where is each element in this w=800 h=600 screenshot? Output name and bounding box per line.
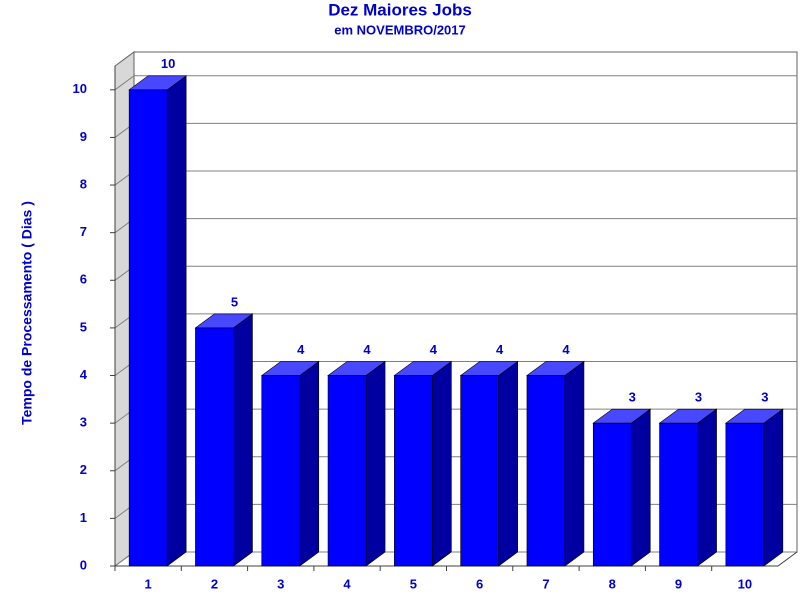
value-label: 4 <box>496 342 504 357</box>
x-tick-label: 3 <box>277 576 284 591</box>
bar-side <box>432 360 452 567</box>
bar <box>460 375 499 567</box>
bar <box>526 375 566 567</box>
y-tick-label: 6 <box>80 272 87 287</box>
bar-side <box>299 360 320 567</box>
bar <box>725 422 765 567</box>
y-tick-label: 0 <box>80 557 87 572</box>
y-axis-label: Tempo de Processamento ( Dias ) <box>19 201 35 425</box>
x-tick-label: 2 <box>211 576 218 591</box>
x-tick-label: 1 <box>145 576 152 591</box>
bar <box>592 422 632 567</box>
y-tick-label: 5 <box>80 319 87 334</box>
value-label: 4 <box>297 342 305 357</box>
chart-title: Dez Maiores Jobs <box>328 0 472 19</box>
grid-line <box>114 75 135 91</box>
value-label: 4 <box>562 342 570 357</box>
chart-subtitle: em NOVEMBRO/2017 <box>334 22 466 37</box>
bar-side <box>166 75 187 567</box>
bar-side <box>630 408 651 567</box>
bar-side <box>365 360 386 567</box>
bar <box>394 375 433 567</box>
value-label: 5 <box>231 294 238 309</box>
x-tick-label: 4 <box>343 576 351 591</box>
value-label: 3 <box>695 390 702 405</box>
bar <box>195 327 234 567</box>
value-label: 10 <box>161 56 175 71</box>
x-tick-label: 5 <box>410 576 417 591</box>
value-label: 4 <box>363 342 371 357</box>
value-label: 3 <box>629 390 636 405</box>
bar <box>261 375 301 567</box>
value-label: 4 <box>430 342 438 357</box>
y-tick-label: 1 <box>80 510 87 525</box>
bar <box>128 89 168 567</box>
bar-side <box>697 408 717 567</box>
y-tick-label: 2 <box>80 462 87 477</box>
bar <box>659 422 698 567</box>
value-label: 3 <box>761 390 768 405</box>
bar-side <box>763 408 784 567</box>
y-tick-label: 8 <box>80 176 87 191</box>
bar <box>327 375 367 567</box>
x-tick-label: 7 <box>542 576 549 591</box>
x-tick-label: 10 <box>738 576 752 591</box>
x-tick-label: 6 <box>476 576 483 591</box>
y-tick-label: 7 <box>80 224 87 239</box>
bar-side <box>564 360 585 567</box>
y-tick-label: 3 <box>80 415 87 430</box>
y-tick-label: 9 <box>80 129 87 144</box>
y-tick-label: 4 <box>80 367 88 382</box>
x-tick-label: 9 <box>675 576 682 591</box>
bar-side <box>233 313 253 567</box>
x-tick-label: 8 <box>609 576 616 591</box>
bar-side <box>498 360 518 567</box>
y-tick-label: 10 <box>73 81 87 96</box>
